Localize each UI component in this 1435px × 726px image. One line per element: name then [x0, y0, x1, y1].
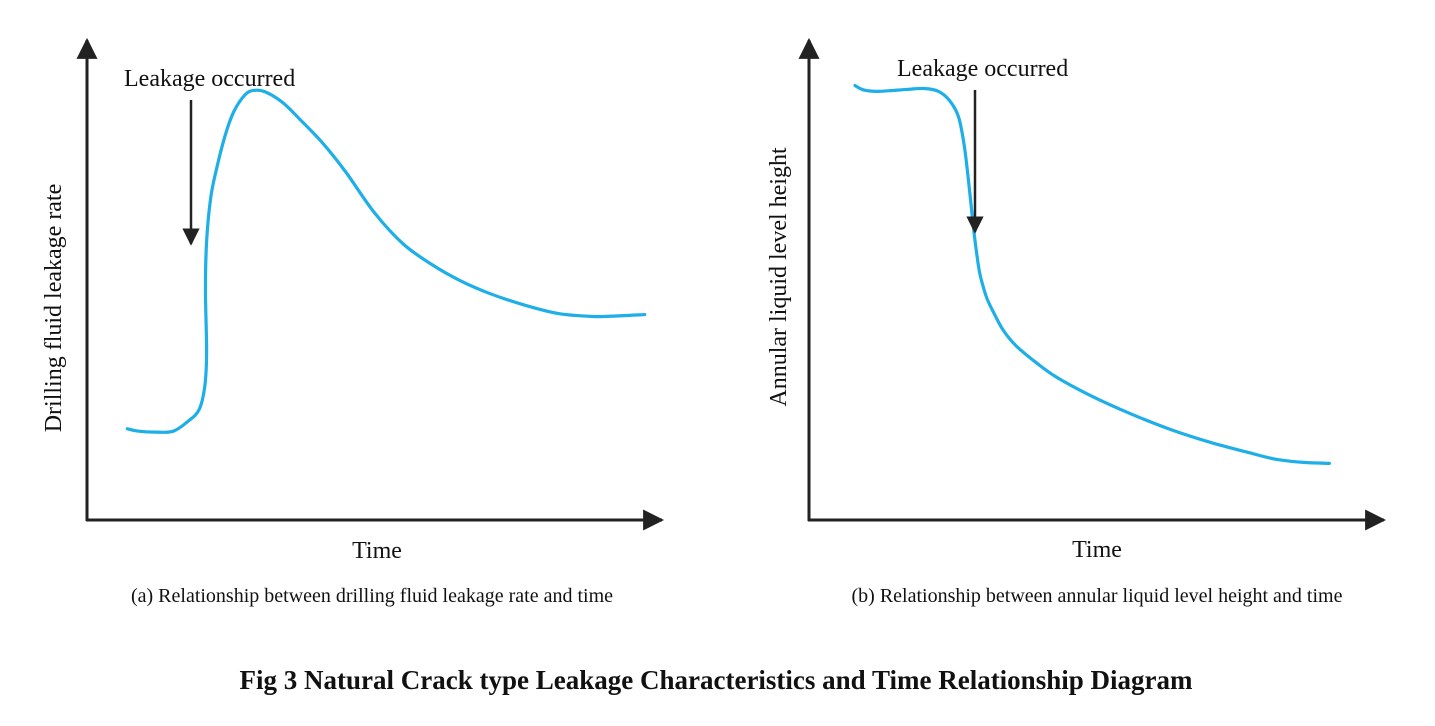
- figure-title: Fig 3 Natural Crack type Leakage Charact…: [240, 665, 1193, 695]
- chart-a-x-axis-label: Time: [352, 538, 402, 564]
- chart-b-x-axis-label: Time: [1072, 537, 1122, 563]
- chart-a-annotation-text: Leakage occurred: [124, 66, 295, 92]
- chart-a-y-axis-label: Drilling fluid leakage rate: [41, 184, 67, 433]
- chart-b-series-line: [853, 84, 1331, 465]
- chart-b-caption: (b) Relationship between annular liquid …: [852, 585, 1343, 607]
- chart-b-y-axis-label: Annular liquid level height: [766, 147, 792, 407]
- chart-a: Leakage occurred Drilling fluid leakage …: [41, 37, 665, 607]
- chart-b-annotation-text: Leakage occurred: [897, 56, 1068, 82]
- chart-a-series-line: [125, 88, 647, 434]
- chart-a-caption: (a) Relationship between drilling fluid …: [131, 585, 613, 607]
- chart-b: Leakage occurred Annular liquid level he…: [766, 37, 1387, 607]
